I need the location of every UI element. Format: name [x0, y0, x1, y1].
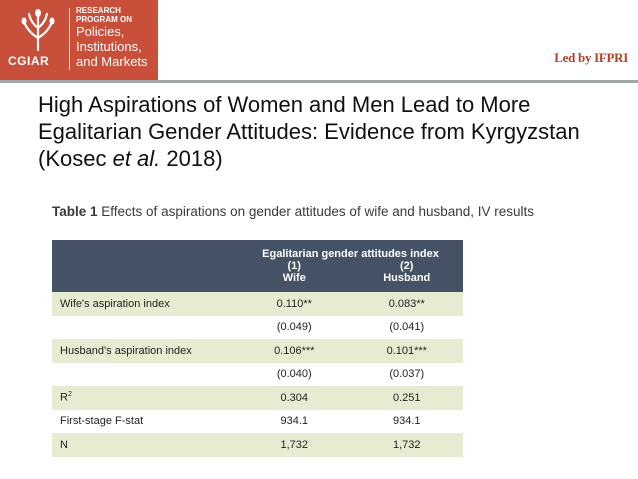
slide-header: CGIAR RESEARCH PROGRAM ON Policies, Inst…	[0, 0, 638, 83]
header-columns: Egalitarian gender attitudes index (1) (…	[238, 240, 463, 292]
program-line-1: RESEARCH	[76, 6, 121, 15]
row-label-r-squared: R2	[52, 386, 238, 410]
title-italic: et al.	[112, 146, 161, 171]
cell-husband: 1,732	[350, 433, 463, 457]
col1-num: (1)	[287, 260, 301, 272]
row-label: N	[52, 433, 238, 457]
table-row: N 1,732 1,732	[52, 433, 463, 457]
cell-husband: 0.101***	[350, 339, 463, 363]
program-line-4: Institutions,	[76, 39, 142, 54]
cell-wife: 1,732	[238, 433, 351, 457]
header-empty-cell	[52, 240, 238, 292]
logo-divider	[69, 8, 70, 70]
cgiar-pim-logo: CGIAR RESEARCH PROGRAM ON Policies, Inst…	[0, 0, 158, 80]
r-label: R	[60, 392, 68, 405]
row-label	[52, 362, 238, 386]
cell-wife: (0.049)	[238, 315, 351, 339]
cell-husband: (0.037)	[350, 362, 463, 386]
table-row: Husband's aspiration index 0.106*** 0.10…	[52, 339, 463, 363]
program-name: Policies, Institutions, and Markets	[76, 24, 148, 69]
table-caption: Table 1 Effects of aspirations on gender…	[52, 204, 534, 219]
wheat-plant-icon	[21, 9, 55, 52]
cell-wife: 0.304	[238, 386, 351, 410]
r-superscript: 2	[67, 391, 72, 399]
led-by-ifpri: Led by IFPRI	[554, 50, 628, 65]
table-row: R2 0.304 0.251	[52, 386, 463, 410]
table-row: First-stage F-stat 934.1 934.1	[52, 409, 463, 433]
program-line-2: PROGRAM ON	[76, 15, 132, 24]
caption-label: Table 1	[52, 204, 98, 219]
cell-wife: 0.106***	[238, 339, 351, 363]
title-main: High Aspirations of Women and Men Lead t…	[38, 92, 580, 171]
slide-title: High Aspirations of Women and Men Lead t…	[38, 91, 618, 172]
title-end: 2018)	[160, 146, 223, 171]
header-title: Egalitarian gender attitudes index	[262, 248, 439, 260]
row-label: Husband's aspiration index	[52, 339, 238, 363]
col1-name: Wife	[282, 272, 306, 284]
row-label: Wife's aspiration index	[52, 292, 238, 316]
program-line-3: Policies,	[76, 24, 125, 39]
table-row: (0.049) (0.041)	[52, 315, 463, 339]
header-subgrid: (1) (2) Wife Husband	[238, 260, 463, 284]
cell-husband: 0.251	[350, 386, 463, 410]
cell-husband: (0.041)	[350, 315, 463, 339]
row-label	[52, 315, 238, 339]
results-table: Egalitarian gender attitudes index (1) (…	[52, 240, 463, 457]
cgiar-wordmark: CGIAR	[8, 54, 50, 68]
table-row: Wife's aspiration index 0.110** 0.083**	[52, 292, 463, 316]
col2-name: Husband	[383, 272, 431, 284]
row-label: First-stage F-stat	[52, 409, 238, 433]
table-header-row: Egalitarian gender attitudes index (1) (…	[52, 240, 463, 292]
cell-wife: 0.110**	[238, 292, 351, 316]
table-row: (0.040) (0.037)	[52, 362, 463, 386]
col2-num: (2)	[400, 260, 414, 272]
cell-husband: 0.083**	[350, 292, 463, 316]
cell-husband: 934.1	[350, 409, 463, 433]
program-label: RESEARCH PROGRAM ON	[76, 6, 132, 24]
program-line-5: and Markets	[76, 54, 148, 69]
cell-wife: (0.040)	[238, 362, 351, 386]
cell-wife: 934.1	[238, 409, 351, 433]
caption-text: Effects of aspirations on gender attitud…	[97, 204, 535, 219]
